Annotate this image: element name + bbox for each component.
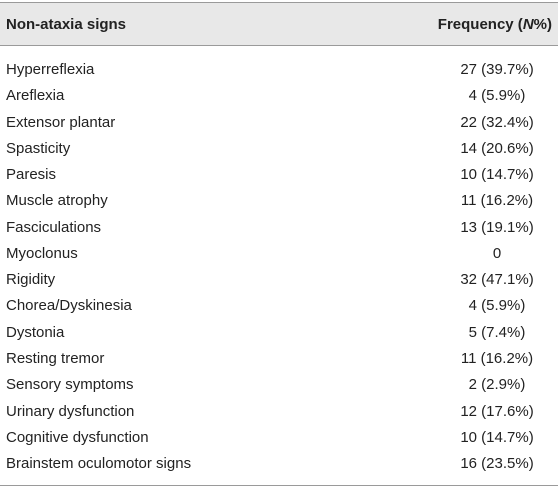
sign-cell: Resting tremor <box>6 349 105 367</box>
sign-cell: Spasticity <box>6 139 71 157</box>
bottom-rule <box>0 485 558 486</box>
frequency-cell: 11 (16.2%) <box>460 192 534 210</box>
sign-cell: Brainstem oculomotor signs <box>6 455 192 473</box>
frequency-cell: 10 (14.7%) <box>460 166 534 184</box>
sign-cell: Dystonia <box>6 323 65 341</box>
sign-cell: Urinary dysfunction <box>6 402 135 420</box>
frequency-cell: 10 (14.7%) <box>460 428 534 446</box>
sign-cell: Areflexia <box>6 87 65 105</box>
sign-cell: Extensor plantar <box>6 113 116 131</box>
frequency-cell: 11 (16.2%) <box>460 349 534 367</box>
header-frequency-italic: N <box>522 16 534 33</box>
frequency-cell: 4 (5.9%) <box>468 87 526 105</box>
sign-cell: Chorea/Dyskinesia <box>6 297 132 315</box>
header-frequency: Frequency (N%) <box>438 16 552 33</box>
frequency-cell: 32 (47.1%) <box>460 271 534 289</box>
frequency-cell: 12 (17.6%) <box>460 402 534 420</box>
frequency-cell: 13 (19.1%) <box>460 218 534 236</box>
header-frequency-text: %) <box>533 16 552 33</box>
table-header: Non-ataxia signs Frequency (N%) <box>0 2 558 46</box>
frequency-cell: 14 (20.6%) <box>460 139 534 157</box>
frequency-cell: 4 (5.9%) <box>468 297 526 315</box>
header-frequency-text: Frequency ( <box>437 16 523 33</box>
sign-cell: Rigidity <box>6 271 56 289</box>
sign-cell: Fasciculations <box>6 218 102 236</box>
frequency-cell: 2 (2.9%) <box>468 376 526 394</box>
sign-cell: Myoclonus <box>6 244 78 262</box>
frequency-cell: 0 <box>492 244 502 262</box>
sign-cell: Muscle atrophy <box>6 192 108 210</box>
sign-cell: Paresis <box>6 166 57 184</box>
sign-cell: Hyperreflexia <box>6 61 95 78</box>
frequency-cell: 16 (23.5%) <box>460 455 534 473</box>
sign-cell: Sensory symptoms <box>6 376 134 394</box>
header-sign: Non-ataxia signs <box>6 16 127 33</box>
sign-cell: Cognitive dysfunction <box>6 428 149 446</box>
frequency-cell: 27 (39.7%) <box>460 61 534 78</box>
frequency-cell: 22 (32.4%) <box>460 113 534 131</box>
frequency-cell: 5 (7.4%) <box>468 323 526 341</box>
